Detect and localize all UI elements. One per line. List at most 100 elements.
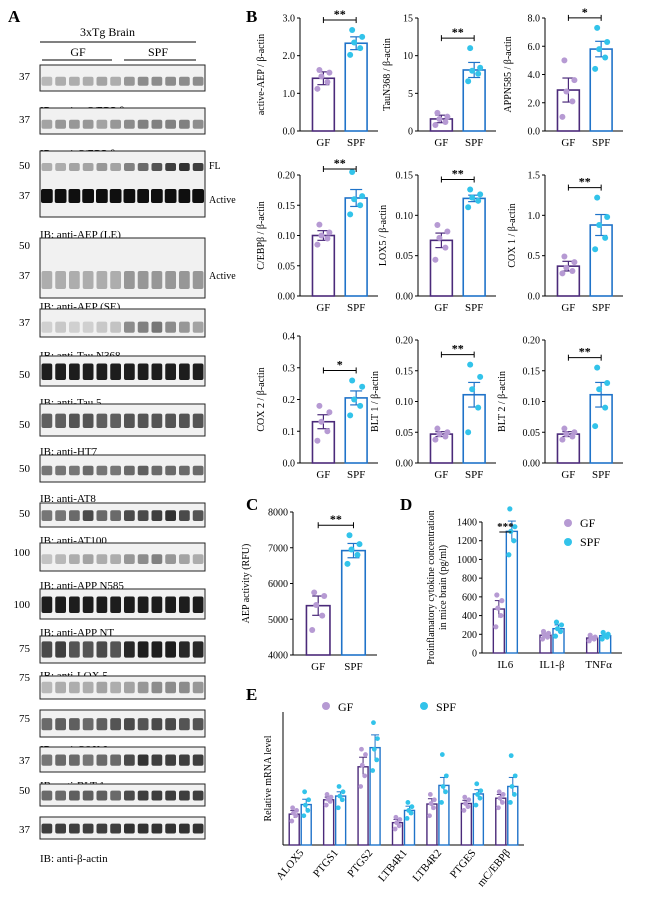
data-point	[563, 264, 570, 271]
data-point	[428, 801, 434, 806]
blot-band	[137, 271, 149, 289]
y-tick-label: 0.4	[283, 332, 296, 343]
band-annotation: FL	[209, 161, 221, 172]
blot-band	[110, 823, 121, 834]
panel-letter-d: D	[400, 495, 412, 514]
blot-band	[96, 465, 108, 476]
blot-band	[110, 790, 121, 801]
blot-band	[165, 119, 176, 129]
data-point	[291, 810, 296, 816]
blot-band	[179, 681, 190, 694]
mw-marker: 37	[19, 824, 31, 836]
data-point	[571, 77, 578, 84]
blot-band	[137, 119, 149, 129]
y-tick-label: 0.00	[396, 459, 414, 470]
blot-band	[151, 790, 163, 801]
data-point	[303, 802, 308, 808]
y-tick-label: 0.2	[283, 395, 296, 406]
blot-band	[165, 823, 176, 834]
mw-marker: 50	[19, 160, 31, 172]
blot-16: 37 IB: anti-β-actin	[19, 816, 206, 865]
blot-band	[96, 119, 108, 129]
blot-band	[96, 363, 108, 380]
data-point	[354, 551, 361, 558]
blot-frame	[39, 588, 206, 620]
blot-band	[96, 510, 108, 521]
blot-band	[137, 413, 149, 428]
y-tick-label: 6000	[268, 579, 288, 590]
y-tick-label: 0.15	[523, 366, 541, 377]
blot-band	[55, 271, 66, 289]
blot-band	[124, 119, 135, 129]
blot-band	[110, 718, 121, 731]
x-tick-label: GF	[561, 469, 575, 481]
blot-band	[192, 76, 204, 86]
blot-frame	[39, 783, 206, 807]
blot-band	[110, 163, 121, 171]
blot-band	[165, 76, 176, 86]
blot-band	[82, 163, 94, 171]
blot-band	[41, 681, 53, 694]
mw-marker: 100	[14, 547, 31, 559]
data-point	[347, 211, 354, 218]
blot-band	[151, 271, 163, 289]
significance-marker: *	[337, 357, 343, 371]
data-point	[309, 626, 316, 633]
data-point	[357, 202, 364, 209]
data-point	[432, 256, 439, 263]
blot-band	[82, 321, 94, 333]
blot-band	[54, 189, 67, 203]
y-tick-label: 600	[462, 592, 477, 603]
blot-band	[179, 641, 190, 658]
bar-gf	[357, 766, 369, 846]
bar-spf	[334, 795, 347, 846]
blot-band	[96, 790, 108, 801]
bar-gf	[288, 813, 300, 846]
blot-band	[179, 754, 190, 766]
blot-band	[96, 754, 108, 766]
blot-band	[192, 413, 204, 428]
data-point	[431, 805, 436, 811]
y-axis-label: AEP activity (RFU)	[241, 544, 252, 624]
blot-band	[69, 510, 80, 521]
significance-marker: **	[579, 345, 591, 359]
blot-band	[151, 681, 163, 694]
y-tick-label: 0.00	[523, 459, 541, 470]
blot-band	[192, 271, 204, 289]
data-point	[359, 762, 365, 768]
data-point	[592, 634, 598, 640]
blot-band	[165, 321, 176, 333]
data-point	[302, 789, 308, 795]
data-point	[507, 506, 513, 512]
blot-band	[165, 718, 176, 731]
significance-marker: **	[452, 167, 464, 181]
blot-band	[165, 271, 176, 289]
data-point	[319, 612, 326, 619]
blot-band	[192, 754, 204, 766]
data-point	[318, 418, 325, 425]
data-point	[397, 817, 403, 822]
blot-band	[124, 823, 135, 834]
blot-band	[179, 790, 190, 801]
blot-band	[151, 596, 163, 613]
bar-spf	[369, 746, 381, 846]
data-point	[493, 624, 499, 630]
data-point	[561, 425, 568, 432]
chart-B5: 0.00 0.05 0.10 0.15 LOX5 / β-actin GF SPF **	[378, 167, 496, 314]
data-point	[561, 57, 568, 64]
blot-band	[82, 823, 94, 834]
blot-band	[192, 119, 204, 129]
data-point	[594, 24, 601, 31]
data-point	[347, 51, 354, 58]
band-annotation: Active	[209, 271, 236, 282]
blot-band	[137, 718, 149, 731]
blot-band	[124, 596, 135, 613]
data-point	[559, 270, 566, 277]
data-point	[477, 795, 483, 801]
y-tick-label: 0.05	[523, 428, 541, 439]
data-point	[316, 221, 323, 228]
blot-band	[165, 596, 176, 613]
y-axis-label: BLT 2 / β-actin	[497, 371, 508, 432]
data-point	[600, 629, 606, 636]
